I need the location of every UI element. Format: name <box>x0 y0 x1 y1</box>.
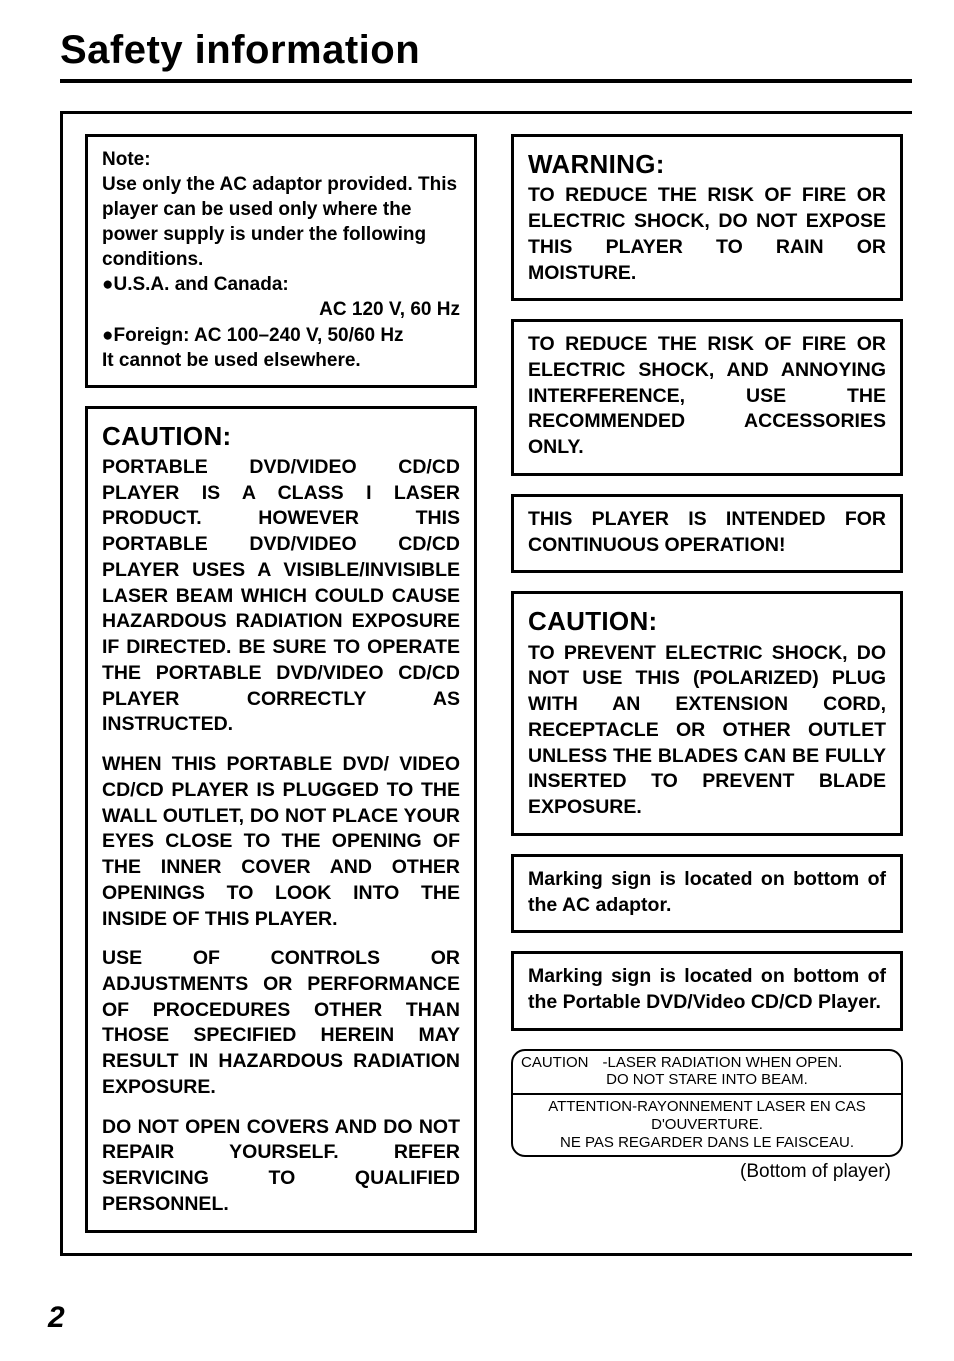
note-heading: Note: <box>102 147 460 172</box>
caution-heading: CAUTION: <box>102 419 460 453</box>
accessories-box: TO REDUCE THE RISK OF FIRE OR ELECTRIC S… <box>511 319 903 476</box>
content-frame: Note: Use only the AC adaptor provided. … <box>60 111 912 1256</box>
laser-en-prefix: CAUTION <box>521 1054 589 1072</box>
marking1-p1: Marking sign is located on bottom of the… <box>528 867 886 918</box>
laser-label-en: CAUTION -LASER RADIATION WHEN OPEN. DO N… <box>513 1051 901 1095</box>
marking-player-box: Marking sign is located on bottom of the… <box>511 951 903 1030</box>
laser-fr-line1: ATTENTION-RAYONNEMENT LASER EN CAS D'OUV… <box>521 1098 893 1133</box>
laser-en-line1: -LASER RADIATION WHEN OPEN. <box>603 1054 843 1072</box>
marking-adaptor-box: Marking sign is located on bottom of the… <box>511 854 903 933</box>
warning-heading: WARNING: <box>528 147 886 181</box>
laser-fr-line2: NE PAS REGARDER DANS LE FAISCEAU. <box>521 1134 893 1152</box>
note-body-2: It cannot be used elsewhere. <box>102 348 460 373</box>
caution-p3: USE OF CONTROLS OR ADJUSTMENTS OR PERFOR… <box>102 946 460 1100</box>
note-bullet-usa: ●U.S.A. and Canada: <box>102 272 460 297</box>
laser-label-group: CAUTION -LASER RADIATION WHEN OPEN. DO N… <box>511 1049 903 1183</box>
laser-en-line2: DO NOT STARE INTO BEAM. <box>521 1071 893 1089</box>
caution-laser-box: CAUTION: PORTABLE DVD/VIDEO CD/CD PLAYER… <box>85 406 477 1233</box>
note-box: Note: Use only the AC adaptor provided. … <box>85 134 477 388</box>
continuous-p1: THIS PLAYER IS INTENDED FOR CONTINUOUS O… <box>528 507 886 558</box>
page-number: 2 <box>48 1301 65 1335</box>
caution2-p1: TO PREVENT ELECTRIC SHOCK, DO NOT USE TH… <box>528 641 886 821</box>
left-column: Note: Use only the AC adaptor provided. … <box>85 134 477 1233</box>
laser-label: CAUTION -LASER RADIATION WHEN OPEN. DO N… <box>511 1049 903 1157</box>
caution-p4: DO NOT OPEN COVERS AND DO NOT REPAIR YOU… <box>102 1115 460 1218</box>
title-rule <box>60 79 912 83</box>
warning-box: WARNING: TO REDUCE THE RISK OF FIRE OR E… <box>511 134 903 301</box>
marking2-p1: Marking sign is located on bottom of the… <box>528 964 886 1015</box>
note-spec-usa: AC 120 V, 60 Hz <box>102 297 460 322</box>
accessories-p1: TO REDUCE THE RISK OF FIRE OR ELECTRIC S… <box>528 332 886 461</box>
note-body-1: Use only the AC adaptor provided. This p… <box>102 172 460 272</box>
laser-label-fr: ATTENTION-RAYONNEMENT LASER EN CAS D'OUV… <box>513 1095 901 1155</box>
caution-plug-box: CAUTION: TO PREVENT ELECTRIC SHOCK, DO N… <box>511 591 903 835</box>
caution-p1: PORTABLE DVD/VIDEO CD/CD PLAYER IS A CLA… <box>102 455 460 738</box>
note-bullet-foreign: ●Foreign: AC 100–240 V, 50/60 Hz <box>102 323 460 348</box>
right-column: WARNING: TO REDUCE THE RISK OF FIRE OR E… <box>511 134 903 1233</box>
laser-caption: (Bottom of player) <box>511 1161 903 1183</box>
page: Safety information Note: Use only the AC… <box>0 0 954 1361</box>
page-title: Safety information <box>60 28 912 73</box>
continuous-op-box: THIS PLAYER IS INTENDED FOR CONTINUOUS O… <box>511 494 903 573</box>
caution2-heading: CAUTION: <box>528 604 886 638</box>
caution-p2: WHEN THIS PORTABLE DVD/ VIDEO CD/CD PLAY… <box>102 752 460 932</box>
warning-p1: TO REDUCE THE RISK OF FIRE OR ELECTRIC S… <box>528 183 886 286</box>
